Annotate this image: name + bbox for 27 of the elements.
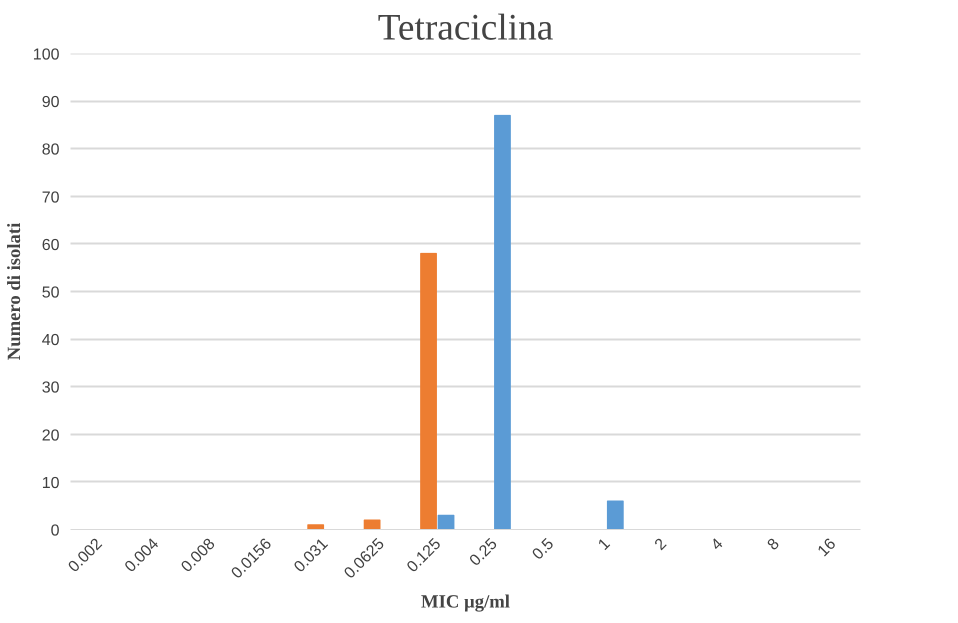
bar (494, 114, 511, 530)
bar (307, 524, 324, 530)
x-tick-label: 4 (708, 535, 727, 554)
y-tick-label: 80 (42, 142, 60, 159)
x-tick-label: 0.5 (529, 535, 558, 564)
x-tick-label: 1 (595, 535, 614, 554)
y-tick-label: 30 (42, 380, 60, 397)
x-tick-label: 16 (814, 535, 840, 560)
x-tick-label: 0.25 (466, 535, 501, 570)
x-axis-title: MIC µg/ml (421, 592, 510, 613)
y-axis-title: Numero di isolati (4, 222, 25, 360)
y-tick-label: 50 (42, 284, 60, 302)
y-tick-label: 70 (42, 189, 60, 206)
bar (364, 519, 381, 530)
y-tick-label: 0 (50, 522, 60, 540)
bar (420, 252, 437, 530)
x-tick-label: 8 (764, 535, 783, 554)
y-tick-label: 10 (42, 474, 60, 492)
y-tick-label: 20 (42, 427, 60, 444)
y-tick-label: 100 (32, 46, 60, 64)
y-tick-label: 40 (42, 332, 60, 350)
bar (438, 514, 454, 530)
x-tick-label: 2 (652, 535, 670, 554)
bar (606, 500, 624, 530)
y-tick-label: 90 (42, 94, 60, 112)
chart-title: Tetraciclina (378, 8, 554, 48)
y-tick-label: 60 (42, 236, 60, 254)
